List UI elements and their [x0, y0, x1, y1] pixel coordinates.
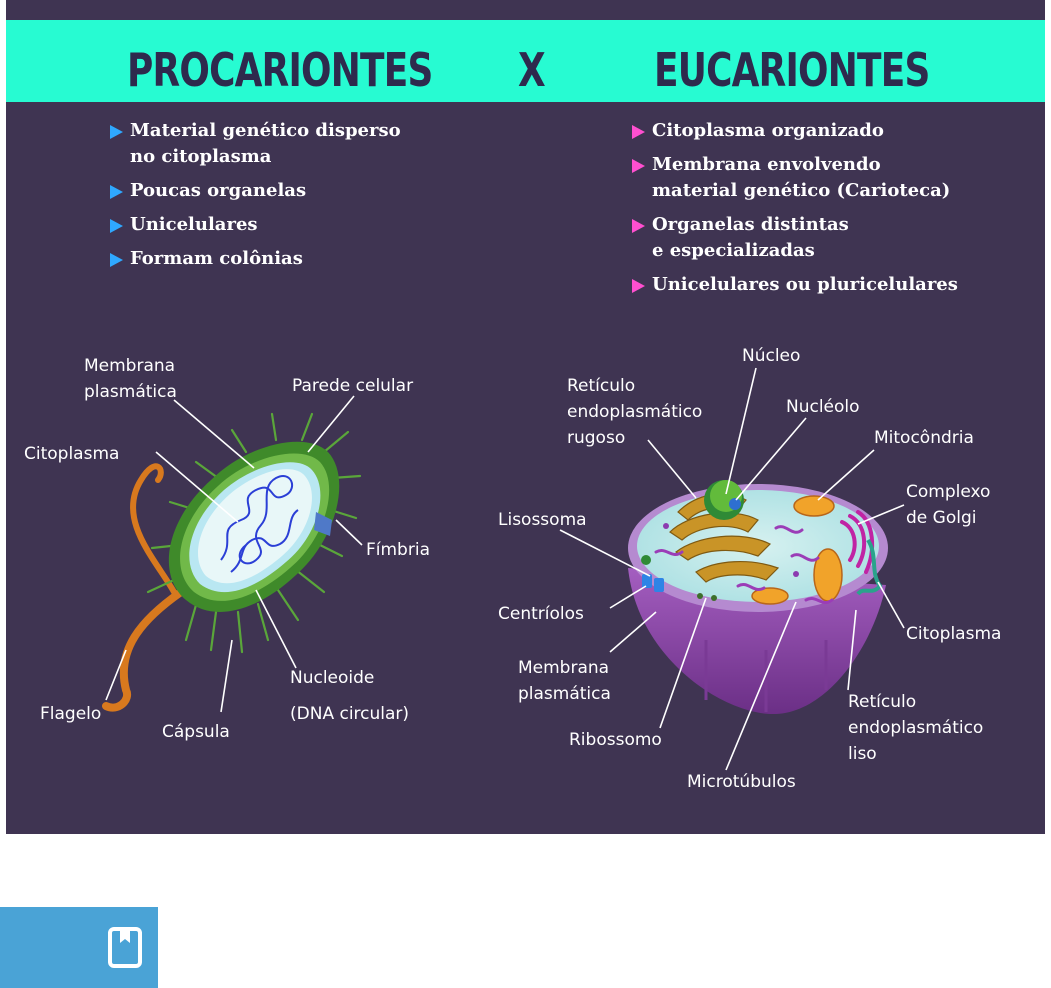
eukaryote-labels: Núcleo Retículo endoplasmático rugoso Nu…	[498, 346, 1001, 792]
title-separator: X	[518, 43, 546, 97]
label-ribossomo: Ribossomo	[569, 730, 662, 750]
label-membrana-plasmatica-l1: Membrana	[84, 356, 175, 376]
title-banner: PROCARIONTES X EUCARIONTES	[6, 20, 1045, 102]
prokaryote-cell-illustration	[102, 412, 362, 712]
label-microtubulos: Microtúbulos	[687, 772, 796, 792]
eukaryote-cell-illustration	[628, 480, 888, 715]
label-membrana-euk-l2: plasmática	[518, 684, 611, 704]
label-reticulo-liso-l2: endoplasmático	[848, 718, 983, 738]
label-reticulo-liso-l1: Retículo	[848, 692, 916, 712]
label-nucleolo: Nucléolo	[786, 397, 860, 417]
triangle-bullet-icon	[110, 253, 123, 267]
label-flagelo: Flagelo	[40, 704, 101, 724]
label-nucleo: Núcleo	[742, 346, 800, 366]
label-mitocondria: Mitocôndria	[874, 428, 974, 448]
label-reticulo-liso-l3: liso	[848, 744, 877, 764]
list-item: Citoplasma organizado	[632, 118, 958, 144]
bookmark-icon	[108, 927, 142, 968]
poster: PROCARIONTES X EUCARIONTES Material gené…	[6, 0, 1045, 834]
triangle-bullet-icon	[110, 219, 123, 233]
label-centriolos: Centríolos	[498, 604, 584, 624]
title-prokaryotes: PROCARIONTES	[127, 43, 433, 97]
triangle-bullet-icon	[110, 185, 123, 199]
label-nucleoide-l1: Nucleoide	[290, 668, 374, 688]
label-reticulo-rugoso-l2: endoplasmático	[567, 402, 702, 422]
list-item: Unicelulares ou pluricelulares	[632, 272, 958, 298]
cell-diagrams: Membrana plasmática Parede celular Citop…	[24, 346, 1001, 792]
label-golgi-l1: Complexo	[906, 482, 990, 502]
list-item: Poucas organelas	[110, 178, 401, 204]
label-golgi-l2: de Golgi	[906, 508, 976, 528]
list-item: Organelas distintas e especializadas	[632, 212, 958, 264]
label-fimbria: Fímbria	[366, 540, 430, 560]
title-eukaryotes: EUCARIONTES	[654, 43, 930, 97]
label-capsula: Cápsula	[162, 722, 230, 742]
bookmark-button[interactable]	[0, 907, 158, 988]
label-nucleoide-l2: (DNA circular)	[290, 704, 409, 724]
label-membrana-euk-l1: Membrana	[518, 658, 609, 678]
eukaryote-traits-list: Citoplasma organizado Membrana envolvend…	[632, 118, 958, 306]
list-item: Membrana envolvendo material genético (Ca…	[632, 152, 958, 204]
prokaryote-traits-list: Material genético disperso no citoplasma …	[110, 118, 401, 280]
triangle-bullet-icon	[632, 219, 645, 233]
label-membrana-plasmatica-l2: plasmática	[84, 382, 177, 402]
list-item: Material genético disperso no citoplasma	[110, 118, 401, 170]
label-reticulo-rugoso-l1: Retículo	[567, 376, 635, 396]
label-citoplasma: Citoplasma	[24, 444, 119, 464]
label-lisossoma: Lisossoma	[498, 510, 587, 530]
triangle-bullet-icon	[632, 279, 645, 293]
triangle-bullet-icon	[632, 159, 645, 173]
prokaryote-leader-lines	[105, 395, 363, 713]
list-item: Unicelulares	[110, 212, 401, 238]
label-citoplasma-euk: Citoplasma	[906, 624, 1001, 644]
prokaryote-labels: Membrana plasmática Parede celular Citop…	[24, 356, 430, 742]
label-parede-celular: Parede celular	[292, 376, 413, 396]
triangle-bullet-icon	[110, 125, 123, 139]
triangle-bullet-icon	[632, 125, 645, 139]
list-item: Formam colônias	[110, 246, 401, 272]
eukaryote-leader-lines	[559, 367, 905, 771]
label-reticulo-rugoso-l3: rugoso	[567, 428, 625, 448]
